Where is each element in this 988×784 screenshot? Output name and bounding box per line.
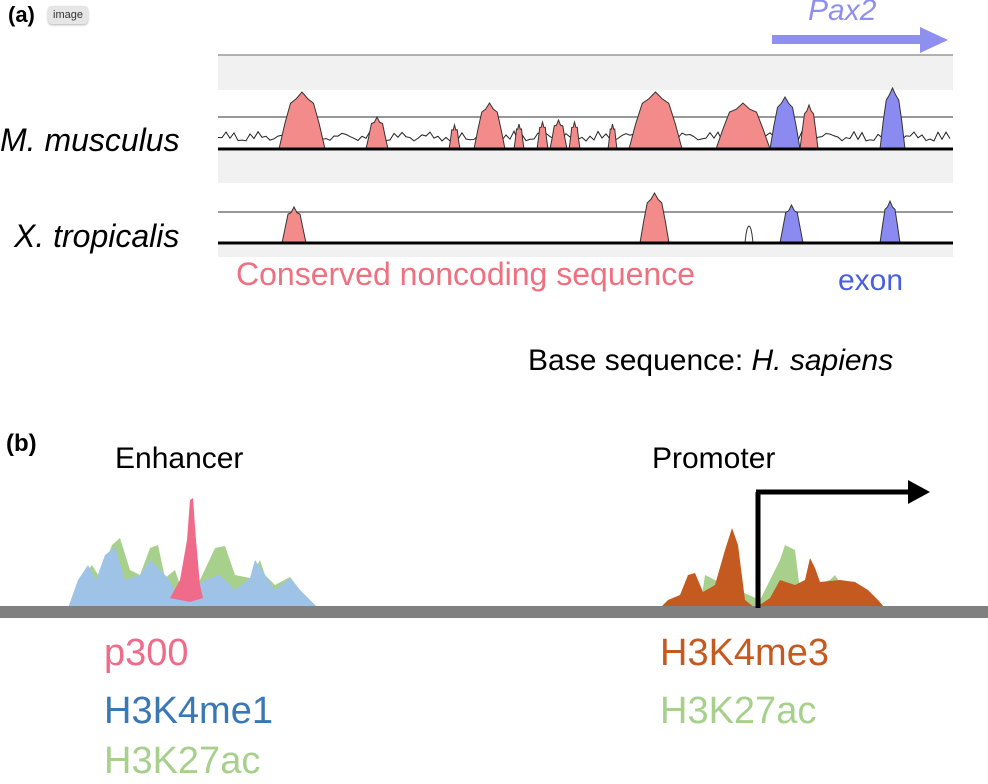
- panel-a-label: (a): [8, 2, 35, 27]
- legend-cns: Conserved noncoding sequence: [236, 256, 695, 292]
- cns-peak: [536, 120, 549, 150]
- cns-peak: [365, 115, 389, 150]
- dna-baseline: [0, 606, 988, 618]
- musculus-conservation-track: [217, 86, 951, 150]
- image-badge: image: [48, 6, 88, 24]
- cns-peak: [568, 120, 581, 150]
- minor-peak: [744, 225, 754, 244]
- enhancer-label: Enhancer: [115, 442, 244, 475]
- base-sequence-label: Base sequence: H. sapiens: [528, 344, 893, 379]
- h3k4me3-peak: [660, 528, 885, 608]
- transcription-start-arrow: [755, 480, 930, 608]
- cns-peak: [278, 91, 326, 150]
- cns-peak: [448, 123, 461, 150]
- legend-exon: exon: [838, 264, 904, 297]
- cns-peak: [628, 91, 683, 150]
- track-band-bottom: [218, 245, 953, 257]
- gene-direction-arrow: [772, 27, 948, 53]
- cns-peak: [715, 102, 771, 150]
- panel-b-label: (b): [6, 430, 37, 457]
- exon-peak: [779, 203, 804, 244]
- cns-peak: [281, 205, 307, 244]
- mark-h3k4me1: H3K4me1: [104, 690, 273, 732]
- track-band-mid: [218, 151, 953, 183]
- mark-h3k27ac-enhancer: H3K27ac: [104, 740, 261, 782]
- species-label-tropicalis: X. tropicalis: [14, 218, 180, 254]
- cns-peak: [799, 103, 819, 150]
- musculus-conservation-line: [217, 129, 951, 142]
- mark-h3k27ac-promoter: H3K27ac: [660, 690, 817, 732]
- species-label-musculus: M. musculus: [0, 122, 180, 158]
- exon-peak: [769, 95, 801, 150]
- p300-peak: [170, 498, 203, 602]
- mark-h3k4me3: H3K4me3: [660, 632, 829, 674]
- cns-peak: [639, 191, 670, 244]
- cns-peak: [607, 123, 618, 150]
- mark-p300: p300: [104, 632, 189, 674]
- tropicalis-conservation-track: [281, 191, 901, 244]
- cns-peak: [549, 118, 568, 150]
- cns-peak: [473, 102, 506, 150]
- promoter-label: Promoter: [652, 442, 776, 475]
- exon-peak: [879, 86, 906, 150]
- track-band-top: [218, 55, 953, 90]
- exon-peak: [879, 199, 901, 244]
- enhancer-peaks: [68, 498, 318, 608]
- h3k4me1-peak: [68, 547, 318, 608]
- cns-peak: [513, 123, 525, 150]
- gene-name: Pax2: [808, 0, 877, 27]
- promoter-peaks: [660, 528, 885, 608]
- base-sequence-prefix: Base sequence:: [528, 344, 752, 377]
- base-sequence-species: H. sapiens: [751, 344, 894, 377]
